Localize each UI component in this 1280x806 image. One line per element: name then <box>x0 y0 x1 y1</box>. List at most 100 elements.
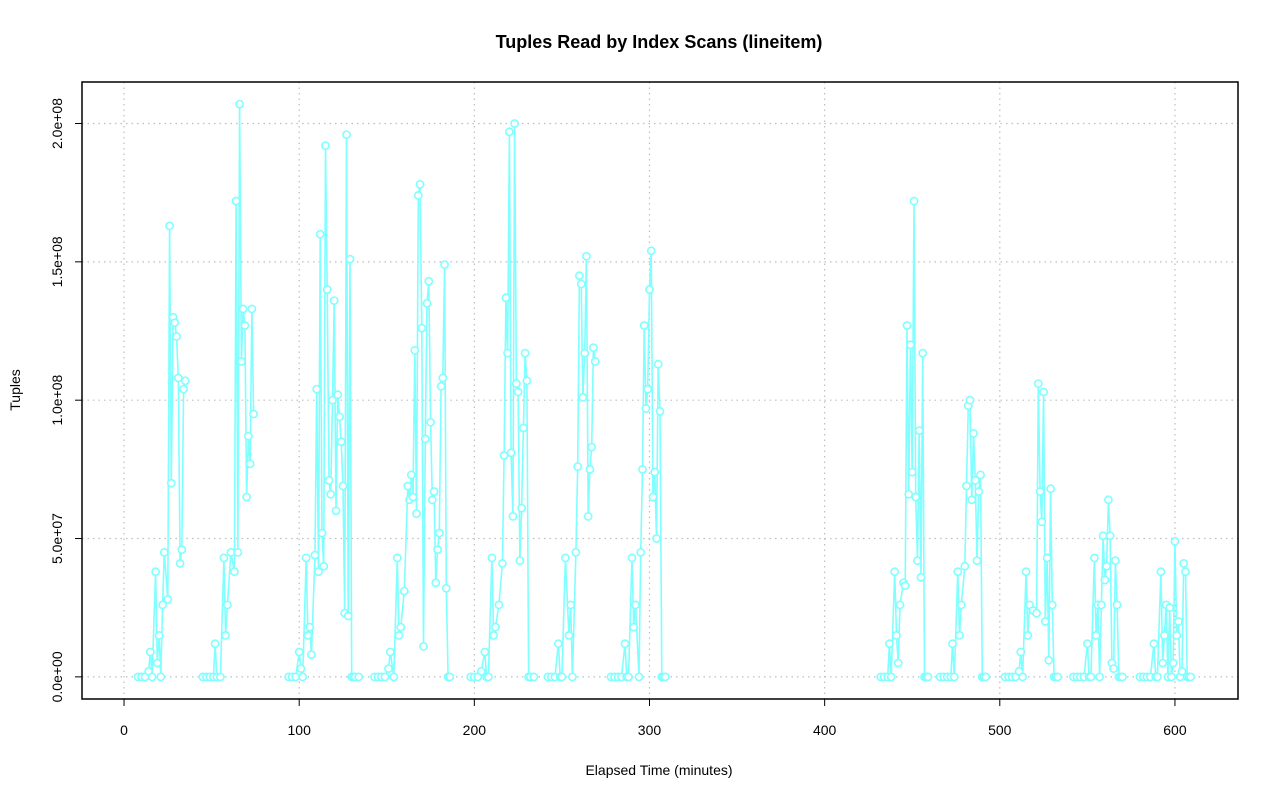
data-point <box>441 583 451 593</box>
y-axis-label: Tuples <box>7 369 23 411</box>
data-point <box>422 298 432 308</box>
data-point <box>566 600 576 610</box>
data-point <box>1040 617 1050 626</box>
data-point <box>948 639 957 649</box>
data-point <box>242 492 251 502</box>
data-point <box>231 196 241 206</box>
data-point <box>1100 575 1110 585</box>
data-point <box>494 600 504 610</box>
data-point <box>892 631 901 640</box>
data-point <box>1023 631 1033 640</box>
data-point <box>981 672 991 682</box>
data-point <box>338 481 348 491</box>
data-point <box>902 321 912 330</box>
data-point <box>226 548 236 557</box>
data-point <box>576 279 586 289</box>
data-point <box>177 545 187 554</box>
data-point <box>326 489 336 499</box>
data-point <box>175 559 185 568</box>
data-point <box>557 672 567 682</box>
data-point <box>648 492 658 502</box>
data-point <box>322 285 332 294</box>
data-point <box>893 658 903 668</box>
data-point <box>529 672 539 682</box>
series-line <box>547 256 596 678</box>
data-point <box>312 384 322 394</box>
data-point <box>501 293 511 303</box>
data-point <box>582 251 591 261</box>
series-line <box>880 200 928 678</box>
data-point <box>412 509 421 518</box>
data-point <box>573 462 583 471</box>
data-point <box>163 595 173 604</box>
data-point <box>427 495 437 505</box>
data-point <box>151 567 160 577</box>
data-point <box>431 578 441 588</box>
data-point <box>385 647 395 657</box>
data-point <box>434 528 444 538</box>
data-point <box>650 467 660 477</box>
data-point <box>629 622 639 632</box>
data-point <box>296 664 306 673</box>
data-point <box>639 321 649 330</box>
data-point <box>1035 487 1045 496</box>
data-point <box>885 639 894 649</box>
data-point <box>392 553 402 563</box>
x-tick-label: 300 <box>638 722 662 738</box>
data-point <box>321 141 330 150</box>
data-point <box>343 611 353 621</box>
data-point <box>1042 553 1052 563</box>
data-point <box>238 304 248 314</box>
data-point <box>403 481 413 491</box>
data-point <box>172 332 181 341</box>
data-point <box>145 647 155 657</box>
data-point <box>1086 672 1096 682</box>
data-point <box>158 600 167 610</box>
data-point <box>918 348 928 358</box>
data-point <box>426 417 435 427</box>
data-point <box>335 412 344 422</box>
data-point <box>408 492 418 502</box>
data-point <box>384 664 393 673</box>
data-point <box>324 475 334 485</box>
data-point <box>396 622 406 632</box>
data-point <box>1095 672 1104 682</box>
data-point <box>923 672 933 682</box>
data-point <box>969 428 978 438</box>
data-point <box>522 376 532 386</box>
data-point <box>660 672 670 682</box>
data-point <box>583 512 593 521</box>
data-point <box>890 567 900 577</box>
data-point <box>1172 631 1182 640</box>
y-tick-label: 5.0e+07 <box>49 513 65 564</box>
data-point <box>342 130 351 139</box>
axes: 0 100 200 300 400 500 600 0.0e+00 5.0e+07 1.0e+08… <box>49 98 1187 738</box>
data-point <box>513 387 523 397</box>
data-point <box>1167 672 1176 682</box>
data-point <box>303 631 313 640</box>
data-point <box>571 548 581 557</box>
data-point <box>247 304 257 314</box>
data-point <box>1168 658 1178 668</box>
data-point <box>976 470 985 480</box>
data-point <box>578 392 588 402</box>
data-point <box>907 467 917 477</box>
data-point <box>568 672 577 682</box>
data-point <box>329 296 339 305</box>
data-point <box>554 639 563 649</box>
data-point <box>517 503 526 513</box>
data-point <box>974 487 984 496</box>
data-point <box>399 586 409 596</box>
data-point <box>487 553 497 563</box>
data-point <box>249 409 258 419</box>
data-point <box>1179 559 1189 568</box>
data-point <box>1091 631 1101 640</box>
data-point <box>510 119 519 128</box>
data-point <box>965 395 975 405</box>
data-point <box>415 179 425 189</box>
data-point <box>1174 617 1183 626</box>
series-layer <box>133 99 1196 682</box>
data-point <box>235 99 244 109</box>
